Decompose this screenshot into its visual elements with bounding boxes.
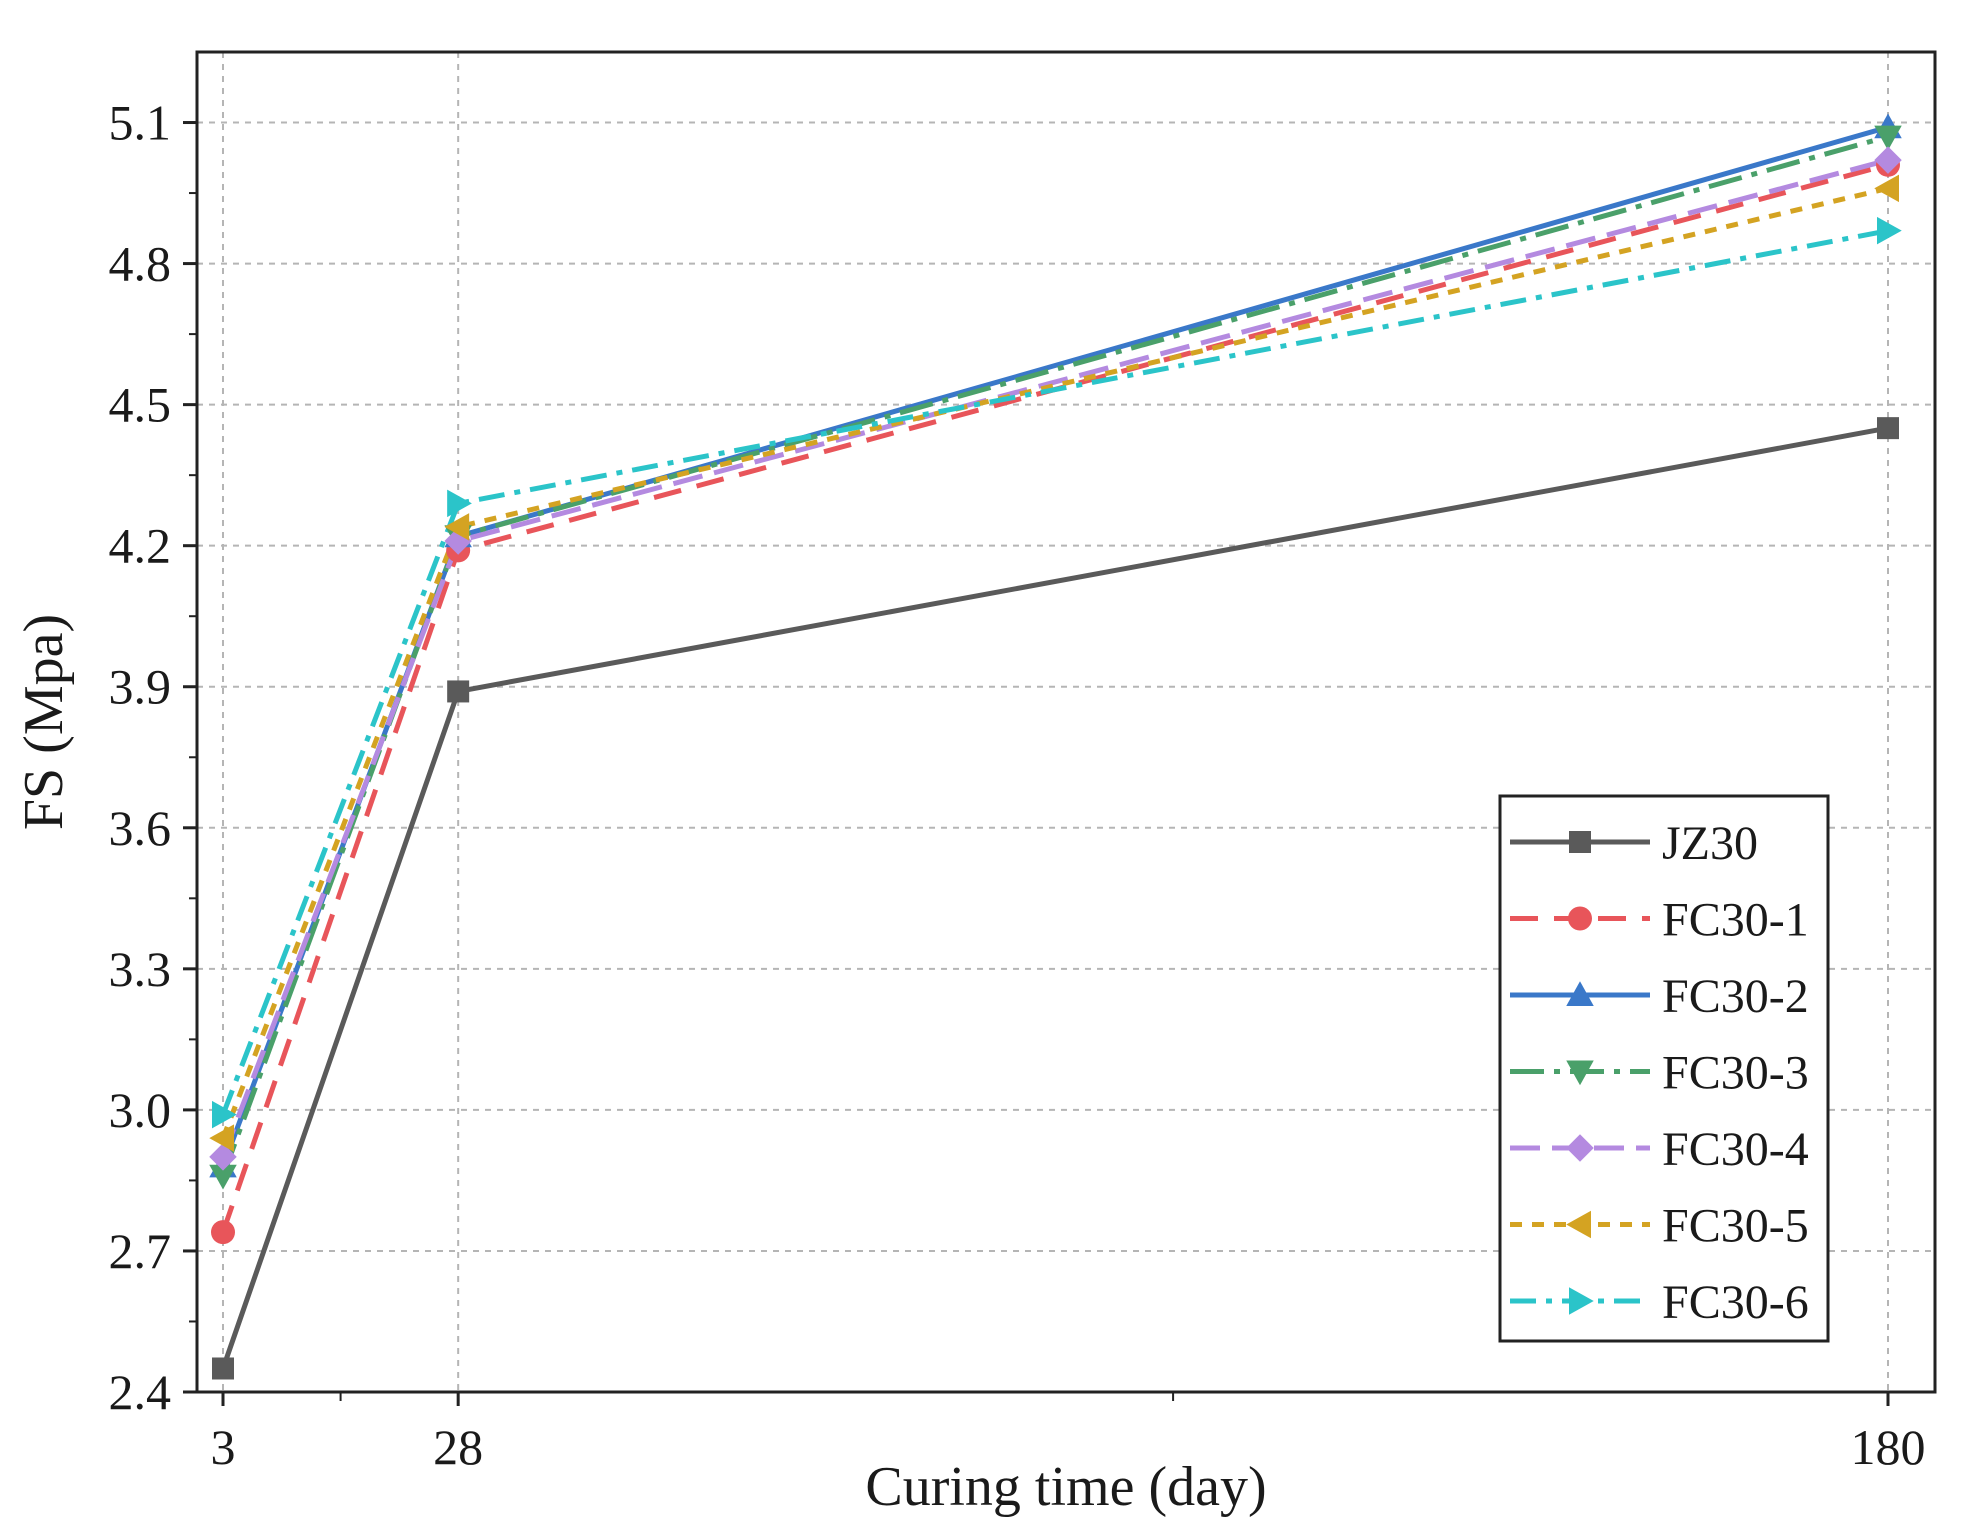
data-point-fc30-5 — [209, 1124, 234, 1152]
legend-marker-fc30-1 — [1568, 906, 1592, 931]
legend-marker-fc30-4 — [1566, 1134, 1594, 1162]
data-point-fc30-1 — [211, 1220, 235, 1245]
x-axis-title: Curing time (day) — [865, 1456, 1266, 1518]
legend-label-fc30-2: FC30-2 — [1662, 970, 1809, 1023]
y-tick-label: 4.8 — [109, 236, 172, 292]
legend-label-fc30-4: FC30-4 — [1662, 1123, 1809, 1176]
series-line-fc30-5 — [220, 185, 1889, 1139]
legend-marker-fc30-6 — [1569, 1287, 1594, 1315]
y-tick-label: 3.0 — [109, 1082, 172, 1138]
data-point-fc30-3 — [209, 1164, 237, 1190]
legend-marker-jz30 — [1569, 831, 1591, 853]
y-tick-label: 2.4 — [109, 1364, 172, 1420]
x-tick-label: 28 — [433, 1419, 483, 1475]
data-point-fc30-6 — [212, 1100, 237, 1129]
y-tick-label: 3.9 — [109, 659, 172, 715]
legend-label-fc30-1: FC30-1 — [1662, 894, 1809, 947]
legend-label-fc30-3: FC30-3 — [1662, 1047, 1809, 1100]
y-axis-title: FS (Mpa) — [13, 614, 75, 830]
y-tick-label: 3.6 — [109, 800, 172, 856]
legend-label-jz30: JZ30 — [1662, 817, 1758, 870]
x-tick-label: 3 — [211, 1419, 236, 1475]
y-tick-label: 2.7 — [109, 1223, 172, 1279]
data-point-jz30 — [447, 680, 470, 703]
legend-marker-fc30-2 — [1566, 981, 1594, 1006]
data-point-fc30-3 — [1874, 125, 1902, 151]
data-point-jz30 — [212, 1357, 234, 1380]
data-point-fc30-5 — [444, 513, 470, 541]
data-point-fc30-4 — [209, 1143, 237, 1171]
legend-label-fc30-6: FC30-6 — [1662, 1276, 1809, 1329]
y-tick-label: 4.5 — [109, 377, 172, 433]
y-tick-label: 5.1 — [109, 95, 172, 151]
x-tick-label: 180 — [1851, 1419, 1926, 1475]
series-line-fc30-6 — [220, 228, 1889, 1116]
data-point-fc30-6 — [1877, 216, 1902, 245]
data-point-fc30-6 — [447, 489, 472, 518]
legend-box — [1498, 794, 1830, 1343]
data-point-fc30-5 — [1874, 174, 1899, 203]
legend-marker-fc30-5 — [1566, 1210, 1591, 1239]
plot-frame — [195, 50, 1937, 1394]
data-point-fc30-4 — [1874, 146, 1902, 174]
y-tick-label: 3.3 — [109, 941, 172, 997]
legend-label-fc30-5: FC30-5 — [1662, 1200, 1809, 1253]
legend-marker-fc30-3 — [1566, 1060, 1594, 1086]
y-tick-label: 4.2 — [109, 518, 172, 574]
data-point-jz30 — [1877, 417, 1899, 440]
